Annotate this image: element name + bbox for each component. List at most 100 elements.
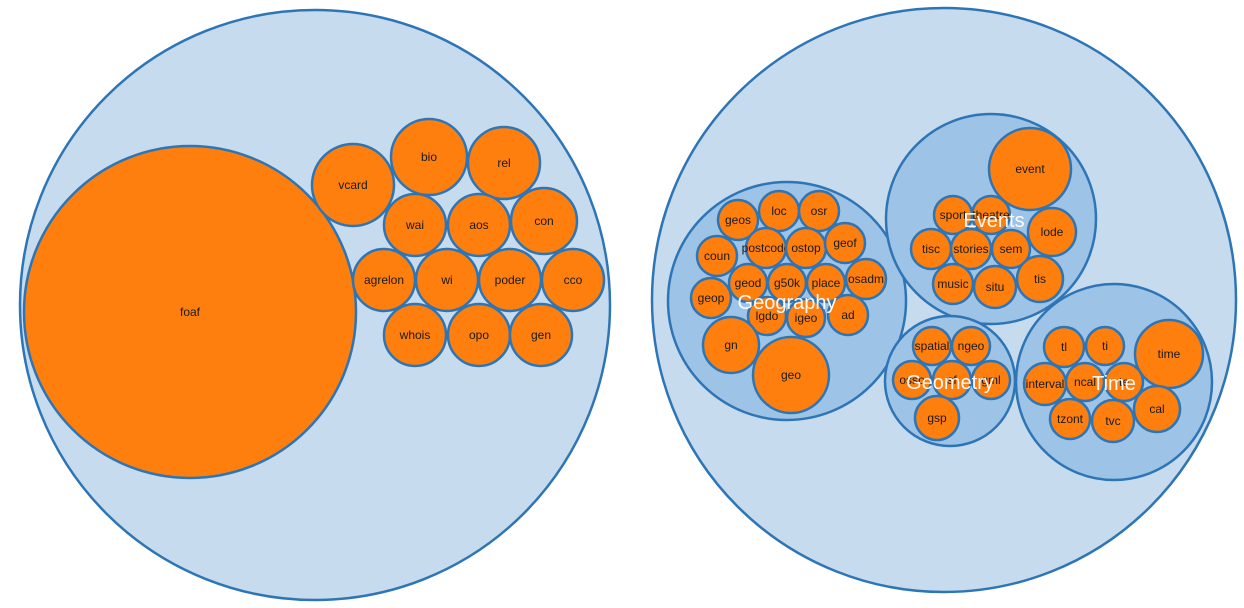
leaf-circle-ti[interactable]: [1084, 325, 1126, 367]
leaf-label-rel: rel: [497, 156, 510, 170]
leaf-label-ossp: ossp: [899, 373, 925, 387]
leaf-circle-bio[interactable]: [389, 117, 469, 197]
leaf-label-ti: ti: [1102, 339, 1108, 353]
group-events: event sport theatre lode tisc stories se…: [884, 112, 1098, 326]
leaf-label-spatial: spatial: [915, 339, 950, 353]
leaf-label-tl: tl: [1061, 340, 1067, 354]
leaf-label-poder: poder: [495, 273, 526, 287]
leaf-label-geo: geo: [781, 368, 801, 382]
leaf-label-geof: geof: [833, 236, 857, 250]
leaf-circle-lode[interactable]: [1026, 206, 1078, 258]
leaf-label-ad: ad: [841, 308, 854, 322]
leaf-label-ostop: ostop: [791, 241, 821, 255]
group-label-time: Time: [1092, 373, 1136, 395]
leaf-label-opo: opo: [469, 328, 489, 342]
leaf-label-vcard: vcard: [338, 178, 367, 192]
leaf-label-sf: sf: [947, 373, 957, 387]
leaf-label-gn: gn: [724, 338, 737, 352]
leaf-circle-osr[interactable]: [797, 189, 841, 233]
leaf-circle-theatre[interactable]: [970, 194, 1012, 236]
leaf-label-ngeo: ngeo: [958, 339, 985, 353]
leaf-circle-geof[interactable]: [823, 221, 867, 265]
leaf-circle-gen[interactable]: [508, 302, 574, 368]
leaf-label-bio: bio: [421, 150, 437, 164]
leaf-circle-ad[interactable]: [826, 293, 870, 337]
group-geography: geos loc osr coun postcode ostop geof ge…: [666, 180, 908, 422]
group-time: tl ti time interval ncal te tzont tvc ca…: [1014, 282, 1214, 482]
leaf-label-geod: geod: [735, 276, 762, 290]
leaf-label-gml: gml: [981, 373, 1000, 387]
leaf-circle-geo[interactable]: [751, 335, 831, 415]
group-label-geometry: Geometry: [906, 372, 994, 394]
leaf-circle-geos[interactable]: [716, 198, 760, 242]
leaf-circle-te[interactable]: [1103, 361, 1145, 403]
leaf-label-wai: wai: [405, 218, 424, 232]
leaf-label-cal: cal: [1149, 402, 1164, 416]
leaf-circle-gml[interactable]: [970, 359, 1012, 401]
leaf-circle-geop[interactable]: [689, 276, 733, 320]
leaf-label-cco: cco: [564, 273, 583, 287]
leaf-circle-vcard[interactable]: [310, 142, 396, 228]
group-label-geography: Geography: [738, 292, 837, 314]
leaf-circle-gsp[interactable]: [913, 394, 961, 442]
leaf-label-theatre: theatre: [972, 208, 1010, 222]
leaf-circle-place[interactable]: [805, 262, 847, 304]
leaf-label-loc: loc: [771, 204, 786, 218]
leaf-label-stories: stories: [953, 242, 988, 256]
leaf-label-postcode: postcode: [742, 241, 791, 255]
leaf-label-te: te: [1119, 375, 1129, 389]
group-label-events: Events: [963, 210, 1024, 232]
leaf-circle-foaf[interactable]: [22, 144, 358, 480]
leaf-label-sport: sport: [940, 208, 967, 222]
leaf-circle-osadm[interactable]: [844, 257, 888, 301]
leaf-circle-tzont[interactable]: [1048, 397, 1092, 441]
leaf-circle-gn[interactable]: [701, 315, 761, 375]
leaf-label-aos: aos: [469, 218, 488, 232]
leaf-circle-cal[interactable]: [1132, 384, 1182, 434]
leaf-label-agrelon: agrelon: [364, 273, 404, 287]
leaf-label-osadm: osadm: [848, 272, 884, 286]
leaf-label-gsp: gsp: [927, 411, 947, 425]
leaf-circle-cco[interactable]: [540, 247, 606, 313]
leaf-label-time: time: [1158, 347, 1181, 361]
leaf-label-gen: gen: [531, 328, 551, 342]
leaf-label-tis: tis: [1034, 272, 1046, 286]
leaf-label-coun: coun: [704, 249, 730, 263]
leaf-label-geos: geos: [725, 213, 751, 227]
leaf-circle-whois[interactable]: [382, 302, 448, 368]
leaf-label-sem: sem: [1000, 242, 1023, 256]
leaf-circle-coun[interactable]: [695, 234, 739, 278]
leaf-circle-igeo[interactable]: [785, 297, 827, 339]
leaf-label-con: con: [534, 214, 553, 228]
leaf-circle-sem[interactable]: [990, 228, 1032, 270]
leaf-label-place: place: [812, 276, 841, 290]
leaf-label-foaf: foaf: [180, 305, 201, 319]
leaf-circle-wai[interactable]: [382, 192, 448, 258]
group-geometry: spatial ngeo ossp sf gml gsp Geometry: [883, 314, 1017, 448]
leaf-label-geop: geop: [698, 291, 725, 305]
leaf-circle-ngeo[interactable]: [950, 325, 992, 367]
leaf-label-g50k: g50k: [774, 276, 801, 290]
leaf-circle-rel[interactable]: [466, 125, 542, 201]
leaf-label-event: event: [1015, 162, 1045, 176]
leaf-label-whois: whois: [399, 328, 431, 342]
leaf-label-ncal: ncal: [1074, 375, 1096, 389]
leaf-label-interval: interval: [1026, 377, 1065, 391]
leaf-label-music: music: [937, 277, 968, 291]
leaf-circle-tis[interactable]: [1015, 254, 1065, 304]
leaf-label-tvc: tvc: [1105, 414, 1120, 428]
leaf-label-tisc: tisc: [922, 242, 940, 256]
leaf-circle-situ[interactable]: [972, 264, 1018, 310]
leaf-circle-ossp[interactable]: [891, 359, 933, 401]
leaf-label-situ: situ: [986, 280, 1005, 294]
leaf-circle-event[interactable]: [987, 126, 1073, 212]
left-pack: foaf vcard bio rel wai aos con agrelon w…: [18, 8, 612, 602]
leaf-circle-tvc[interactable]: [1090, 398, 1136, 444]
leaf-circle-tl[interactable]: [1042, 325, 1086, 369]
leaf-label-tzont: tzont: [1057, 412, 1084, 426]
leaf-circle-con[interactable]: [509, 186, 579, 256]
leaf-label-osr: osr: [811, 204, 828, 218]
leaf-label-lgdo: lgdo: [756, 309, 779, 323]
leaf-label-igeo: igeo: [795, 311, 818, 325]
